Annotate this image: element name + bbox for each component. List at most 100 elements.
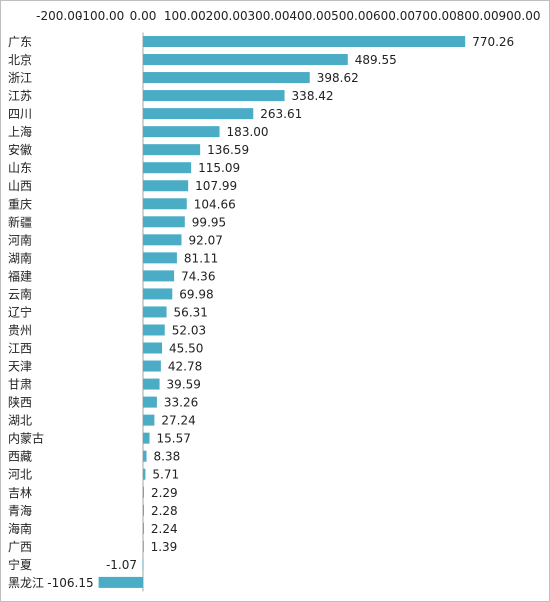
category-label: 河北	[8, 468, 32, 482]
value-label: 107.99	[195, 179, 237, 193]
x-tick-label: 600.00	[373, 9, 415, 23]
bar	[143, 180, 189, 192]
bar	[143, 252, 177, 264]
x-tick-label: 800.00	[457, 9, 499, 23]
x-tick-label: -100.00	[78, 9, 124, 23]
bar	[143, 126, 220, 138]
category-label: 安徽	[8, 142, 32, 157]
category-label: 江西	[8, 342, 32, 356]
value-label: 5.71	[152, 468, 179, 482]
value-label: 8.38	[154, 450, 181, 464]
bar	[143, 450, 147, 462]
bar	[143, 414, 155, 426]
category-label: 天津	[8, 360, 32, 374]
category-label: 上海	[8, 124, 32, 139]
bar	[142, 558, 144, 570]
category-label: 吉林	[8, 486, 32, 500]
category-label: 江苏	[8, 89, 32, 103]
value-label: 398.62	[317, 71, 359, 85]
bar	[143, 342, 163, 354]
value-label: 56.31	[174, 305, 208, 319]
bar	[143, 90, 285, 102]
value-label: 115.09	[198, 161, 240, 175]
bar	[143, 324, 165, 336]
category-label: 福建	[8, 268, 32, 283]
bar	[143, 306, 167, 318]
category-label: 山东	[8, 161, 32, 175]
bar	[143, 522, 144, 534]
value-label: 1.39	[151, 540, 178, 554]
category-label: 陕西	[8, 395, 32, 410]
x-tick-label: 0.00	[130, 9, 157, 23]
bar	[143, 54, 348, 66]
category-label: 宁夏	[8, 557, 32, 572]
bar	[143, 162, 192, 174]
x-tick-label: 300.00	[247, 9, 289, 23]
category-label: 贵州	[8, 323, 32, 337]
bar	[143, 396, 157, 408]
value-label: 45.50	[169, 342, 203, 356]
category-label: 西藏	[8, 450, 32, 464]
value-label: 92.07	[189, 233, 223, 247]
bar	[143, 108, 254, 120]
bar	[143, 504, 144, 516]
bar	[143, 360, 161, 372]
bar	[143, 432, 150, 444]
value-label: 2.28	[151, 504, 178, 518]
value-label: 27.24	[161, 414, 195, 428]
category-label: 黑龙江	[8, 576, 44, 590]
category-label: 山西	[8, 179, 32, 193]
bar	[143, 378, 160, 390]
value-label: 338.42	[292, 89, 334, 103]
category-label: 云南	[8, 286, 32, 301]
category-label: 内蒙古	[8, 431, 44, 446]
category-label: 辽宁	[8, 304, 32, 319]
value-label: 2.24	[151, 522, 178, 536]
category-label: 河南	[8, 232, 32, 247]
value-label: 770.26	[472, 35, 514, 49]
bar	[143, 288, 173, 300]
value-label: 15.57	[157, 432, 191, 446]
value-label: -1.07	[106, 558, 137, 572]
bar	[143, 198, 187, 210]
bar	[143, 540, 144, 552]
value-label: 99.95	[192, 215, 226, 229]
value-label: 2.29	[151, 486, 178, 500]
value-label: 33.26	[164, 396, 198, 410]
x-tick-label: 200.00	[206, 9, 248, 23]
x-tick-label: 100.00	[164, 9, 206, 23]
value-label: 69.98	[179, 287, 213, 301]
value-label: 74.36	[181, 269, 215, 283]
x-tick-label: 700.00	[415, 9, 457, 23]
category-label: 海南	[8, 521, 32, 536]
bar	[143, 36, 466, 47]
category-label: 新疆	[8, 214, 32, 229]
category-label: 湖南	[8, 250, 32, 265]
bar	[143, 234, 182, 246]
value-label: 136.59	[207, 143, 249, 157]
category-label: 青海	[8, 503, 32, 518]
category-label: 重庆	[8, 197, 32, 211]
bar	[98, 576, 143, 588]
category-label: 广西	[8, 540, 32, 554]
value-label: 183.00	[227, 125, 269, 139]
bar	[143, 216, 185, 228]
bar	[143, 468, 146, 480]
bar	[143, 144, 201, 156]
bar	[143, 72, 310, 84]
category-label: 四川	[8, 107, 32, 121]
value-label: -106.15	[47, 576, 93, 590]
x-tick-label: 400.00	[289, 9, 331, 23]
category-label: 广东	[8, 35, 32, 49]
value-label: 104.66	[194, 197, 236, 211]
value-label: 489.55	[355, 53, 397, 67]
category-label: 湖北	[8, 413, 32, 428]
x-tick-label: -200.00	[36, 9, 82, 23]
category-label: 浙江	[8, 71, 32, 85]
bar	[143, 270, 175, 282]
x-tick-label: 900.00	[498, 9, 540, 23]
value-label: 39.59	[167, 378, 201, 392]
value-label: 263.61	[260, 107, 302, 121]
value-label: 81.11	[184, 251, 218, 265]
